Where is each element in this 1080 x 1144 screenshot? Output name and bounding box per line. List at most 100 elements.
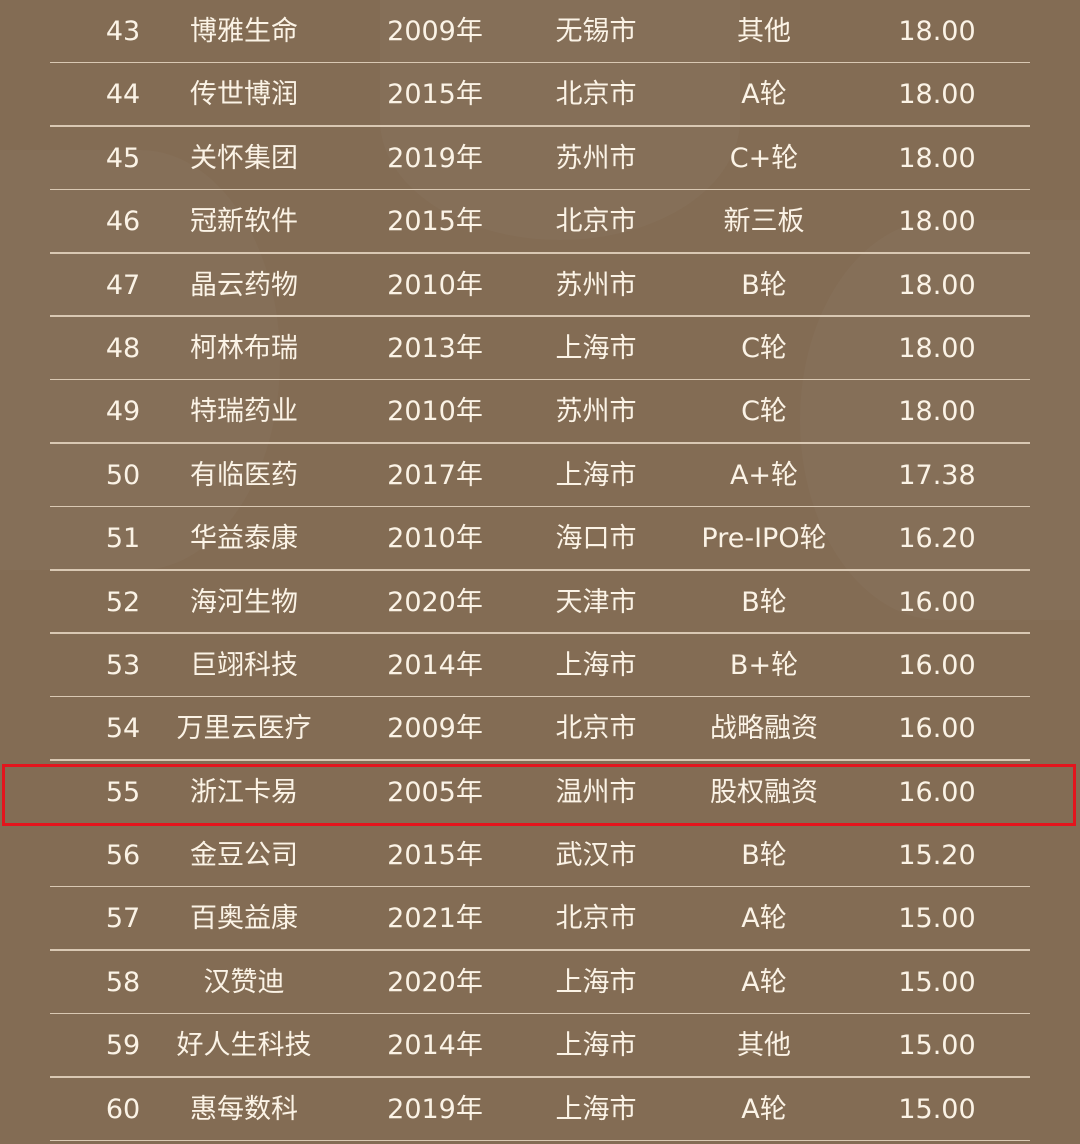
city-cell: 苏州市	[555, 142, 637, 174]
founded-year-cell: 2010年	[387, 269, 483, 301]
amount-cell: 18.00	[898, 142, 976, 174]
company-name-cell: 浙江卡易	[190, 776, 298, 808]
amount-cell: 15.20	[898, 840, 976, 872]
company-name-cell: 华益泰康	[190, 523, 298, 555]
amount-cell: 16.00	[898, 713, 976, 745]
company-name-cell: 有临医药	[190, 459, 298, 491]
table-row: 46 冠新软件 2015年 北京市 新三板 18.00	[0, 190, 1080, 254]
company-name-cell: 传世博润	[190, 79, 298, 111]
table-row: 59 好人生科技 2014年 上海市 其他 15.00	[0, 1014, 1080, 1079]
city-cell: 上海市	[555, 649, 637, 681]
amount-cell: 16.00	[898, 649, 976, 681]
amount-cell: 18.00	[898, 332, 976, 364]
rank-cell: 43	[105, 16, 141, 47]
funding-round-cell: A+轮	[729, 459, 799, 491]
founded-year-cell: 2015年	[387, 79, 483, 111]
table-row: 45 关怀集团 2019年 苏州市 C+轮 18.00	[0, 127, 1080, 191]
rank-cell: 58	[105, 966, 141, 998]
rank-cell: 60	[105, 1093, 141, 1125]
city-cell: 上海市	[555, 332, 637, 364]
table-row: 43 博雅生命 2009年 无锡市 其他 18.00	[0, 0, 1080, 64]
company-name-cell: 巨翊科技	[190, 649, 298, 681]
funding-round-cell: A轮	[741, 79, 787, 111]
city-cell: 苏州市	[555, 396, 637, 428]
rank-cell: 59	[105, 1030, 141, 1062]
founded-year-cell: 2019年	[387, 1093, 483, 1125]
founded-year-cell: 2020年	[387, 966, 483, 998]
city-cell: 上海市	[555, 966, 637, 998]
funding-round-cell: 战略融资	[710, 713, 818, 745]
founded-year-cell: 2010年	[387, 523, 483, 555]
rank-cell: 44	[105, 79, 141, 111]
funding-round-cell: 新三板	[723, 206, 805, 238]
city-cell: 北京市	[555, 903, 637, 935]
table-row: 57 百奥益康 2021年 北京市 A轮 15.00	[0, 887, 1080, 952]
table-row: 54 万里云医疗 2009年 北京市 战略融资 16.00	[0, 697, 1080, 762]
city-cell: 北京市	[555, 79, 637, 111]
rank-cell: 55	[105, 776, 141, 808]
table-row: 48 柯林布瑞 2013年 上海市 C轮 18.00	[0, 317, 1080, 381]
funding-round-cell: C+轮	[729, 142, 799, 174]
amount-cell: 16.20	[898, 523, 976, 555]
city-cell: 上海市	[555, 1093, 637, 1125]
rank-cell: 48	[105, 332, 141, 364]
rank-cell: 54	[105, 713, 141, 745]
company-name-cell: 特瑞药业	[190, 396, 298, 428]
company-name-cell: 博雅生命	[190, 16, 298, 47]
company-name-cell: 惠每数科	[190, 1093, 298, 1125]
company-name-cell: 关怀集团	[190, 142, 298, 174]
city-cell: 苏州市	[555, 269, 637, 301]
rank-cell: 57	[105, 903, 141, 935]
founded-year-cell: 2009年	[387, 16, 483, 47]
founded-year-cell: 2014年	[387, 1030, 483, 1062]
founded-year-cell: 2019年	[387, 142, 483, 174]
funding-round-cell: B轮	[741, 840, 787, 872]
table-row: 60 惠每数科 2019年 上海市 A轮 15.00	[0, 1078, 1080, 1142]
founded-year-cell: 2015年	[387, 840, 483, 872]
amount-cell: 15.00	[898, 903, 976, 935]
founded-year-cell: 2015年	[387, 206, 483, 238]
founded-year-cell: 2005年	[387, 776, 483, 808]
company-name-cell: 金豆公司	[190, 840, 298, 872]
rank-cell: 56	[105, 840, 141, 872]
amount-cell: 15.00	[898, 966, 976, 998]
rank-cell: 51	[105, 523, 141, 555]
funding-round-cell: B轮	[741, 269, 787, 301]
funding-round-cell: 其他	[737, 16, 791, 47]
city-cell: 天津市	[555, 586, 637, 618]
company-name-cell: 冠新软件	[190, 206, 298, 238]
table-row: 56 金豆公司 2015年 武汉市 B轮 15.20	[0, 824, 1080, 888]
funding-round-cell: C轮	[741, 396, 787, 428]
funding-round-cell: 其他	[737, 1030, 791, 1062]
rank-cell: 46	[105, 206, 141, 238]
amount-cell: 16.00	[898, 776, 976, 808]
funding-round-cell: A轮	[741, 966, 787, 998]
founded-year-cell: 2021年	[387, 903, 483, 935]
amount-cell: 18.00	[898, 79, 976, 111]
founded-year-cell: 2017年	[387, 459, 483, 491]
table-row: 53 巨翊科技 2014年 上海市 B+轮 16.00	[0, 634, 1080, 698]
city-cell: 上海市	[555, 459, 637, 491]
funding-round-cell: B+轮	[729, 649, 799, 681]
funding-round-cell: A轮	[741, 903, 787, 935]
funding-round-cell: Pre-IPO轮	[701, 523, 827, 555]
rank-cell: 50	[105, 459, 141, 491]
city-cell: 上海市	[555, 1030, 637, 1062]
table-row: 50 有临医药 2017年 上海市 A+轮 17.38	[0, 444, 1080, 508]
table-row: 55 浙江卡易 2005年 温州市 股权融资 16.00	[0, 761, 1080, 825]
amount-cell: 18.00	[898, 269, 976, 301]
company-name-cell: 百奥益康	[190, 903, 298, 935]
table-row: 47 晶云药物 2010年 苏州市 B轮 18.00	[0, 254, 1080, 318]
rank-cell: 49	[105, 396, 141, 428]
founded-year-cell: 2010年	[387, 396, 483, 428]
city-cell: 无锡市	[555, 16, 637, 47]
amount-cell: 18.00	[898, 396, 976, 428]
city-cell: 海口市	[555, 523, 637, 555]
amount-cell: 17.38	[898, 459, 976, 491]
funding-round-cell: 股权融资	[710, 776, 818, 808]
company-name-cell: 晶云药物	[190, 269, 298, 301]
amount-cell: 16.00	[898, 586, 976, 618]
founded-year-cell: 2009年	[387, 713, 483, 745]
table-row: 52 海河生物 2020年 天津市 B轮 16.00	[0, 571, 1080, 635]
